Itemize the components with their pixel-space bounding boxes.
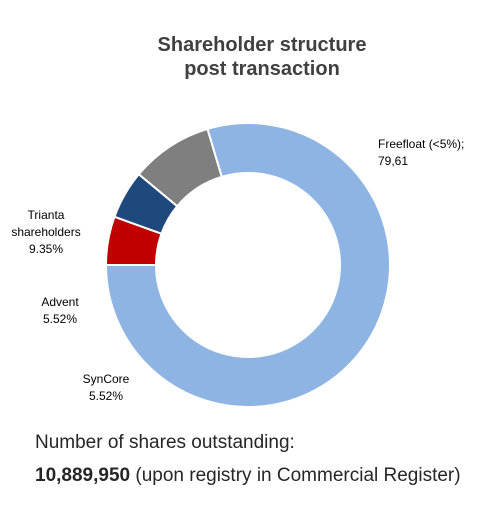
slice-label-line: SynCore <box>83 372 130 386</box>
shares-outstanding-block: Number of shares outstanding: 10,889,950… <box>35 430 485 489</box>
slice-label-line: 5.52% <box>43 312 77 326</box>
slice-label-0: Freefloat (<5%); 79,61 <box>378 137 464 168</box>
slice-freefloat-5 <box>104 122 391 408</box>
shares-outstanding-heading: Number of shares outstanding: <box>35 432 295 453</box>
shares-outstanding-line: 10,889,950 (upon registry in Commercial … <box>35 463 485 489</box>
slice-label-line: Freefloat (<5%); <box>378 137 464 151</box>
slice-label-line: 9.35% <box>29 242 63 256</box>
chart-title-line-1: Shareholder structure <box>157 34 367 56</box>
chart-title: Shareholder structure post transaction <box>0 33 492 81</box>
slice-label-line: Trianta <box>28 208 65 222</box>
chart-title-line-2: post transaction <box>184 58 340 80</box>
shares-count: 10,889,950 <box>35 465 131 486</box>
slice-label-line: Advent <box>41 295 79 309</box>
shares-note: (upon registry in Commercial Register) <box>130 465 461 486</box>
slice-trianta-shareholders <box>137 127 223 208</box>
slice-label-2: Advent 5.52% <box>41 295 79 326</box>
slice-label-3: Trianta shareholders 9.35% <box>11 208 80 256</box>
donut-chart: Freefloat (<5%); 79,61 SynCore 5.52% Advent 5… <box>11 122 464 408</box>
slice-label-line: 79,61 <box>378 154 408 168</box>
slice-label-line: shareholders <box>11 225 80 239</box>
slice-label-line: 5.52% <box>89 389 123 403</box>
donut-chart-svg: Freefloat (<5%); 79,61 SynCore 5.52% Advent 5… <box>11 122 464 408</box>
slice-label-1: SynCore 5.52% <box>83 372 130 403</box>
